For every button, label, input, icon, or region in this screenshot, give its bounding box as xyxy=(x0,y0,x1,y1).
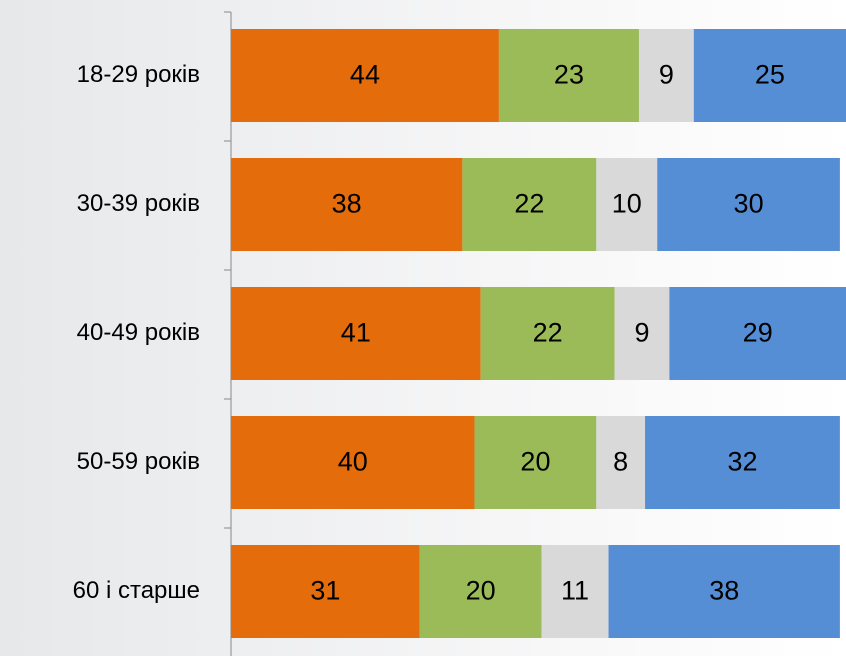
value-label: 20 xyxy=(520,447,550,477)
value-label: 25 xyxy=(755,60,785,90)
category-label: 30-39 років xyxy=(77,190,200,217)
value-label: 40 xyxy=(338,447,368,477)
bar-segment xyxy=(614,287,670,380)
value-label: 9 xyxy=(634,318,649,348)
category-label: 50-59 років xyxy=(77,448,200,475)
bar-segment xyxy=(608,545,840,638)
bar-segment xyxy=(231,416,475,509)
bar-segment xyxy=(669,287,846,380)
value-label: 38 xyxy=(709,576,739,606)
bar-segment xyxy=(498,29,639,122)
category-label: 40-49 років xyxy=(77,319,200,346)
bar-segment xyxy=(596,416,646,509)
value-label: 8 xyxy=(613,447,628,477)
value-label: 41 xyxy=(341,318,371,348)
value-label: 44 xyxy=(350,60,380,90)
bar-segment xyxy=(693,29,846,122)
value-label: 20 xyxy=(466,576,496,606)
value-label: 23 xyxy=(554,60,584,90)
bar-segment xyxy=(231,29,499,122)
value-label: 22 xyxy=(514,189,544,219)
value-label: 11 xyxy=(561,576,589,606)
bar-segment xyxy=(638,29,694,122)
bar-segment xyxy=(596,158,658,251)
bar-segment xyxy=(541,545,609,638)
bar-segment xyxy=(480,287,615,380)
category-label: 60 і старше xyxy=(73,577,200,604)
bar-segment xyxy=(231,158,463,251)
value-label: 10 xyxy=(612,189,642,219)
value-label: 30 xyxy=(734,189,764,219)
category-label: 18-29 років xyxy=(77,61,200,88)
value-label: 29 xyxy=(743,318,773,348)
bar-segment xyxy=(231,545,420,638)
value-label: 22 xyxy=(533,318,563,348)
value-label: 9 xyxy=(659,60,674,90)
value-label: 31 xyxy=(310,576,340,606)
bar-segment xyxy=(419,545,542,638)
bar-segment xyxy=(657,158,840,251)
value-label: 38 xyxy=(332,189,362,219)
bar-segment xyxy=(231,287,481,380)
bar-segment xyxy=(474,416,597,509)
bar-segment xyxy=(645,416,840,509)
value-label: 32 xyxy=(727,447,757,477)
bar-segment xyxy=(462,158,597,251)
